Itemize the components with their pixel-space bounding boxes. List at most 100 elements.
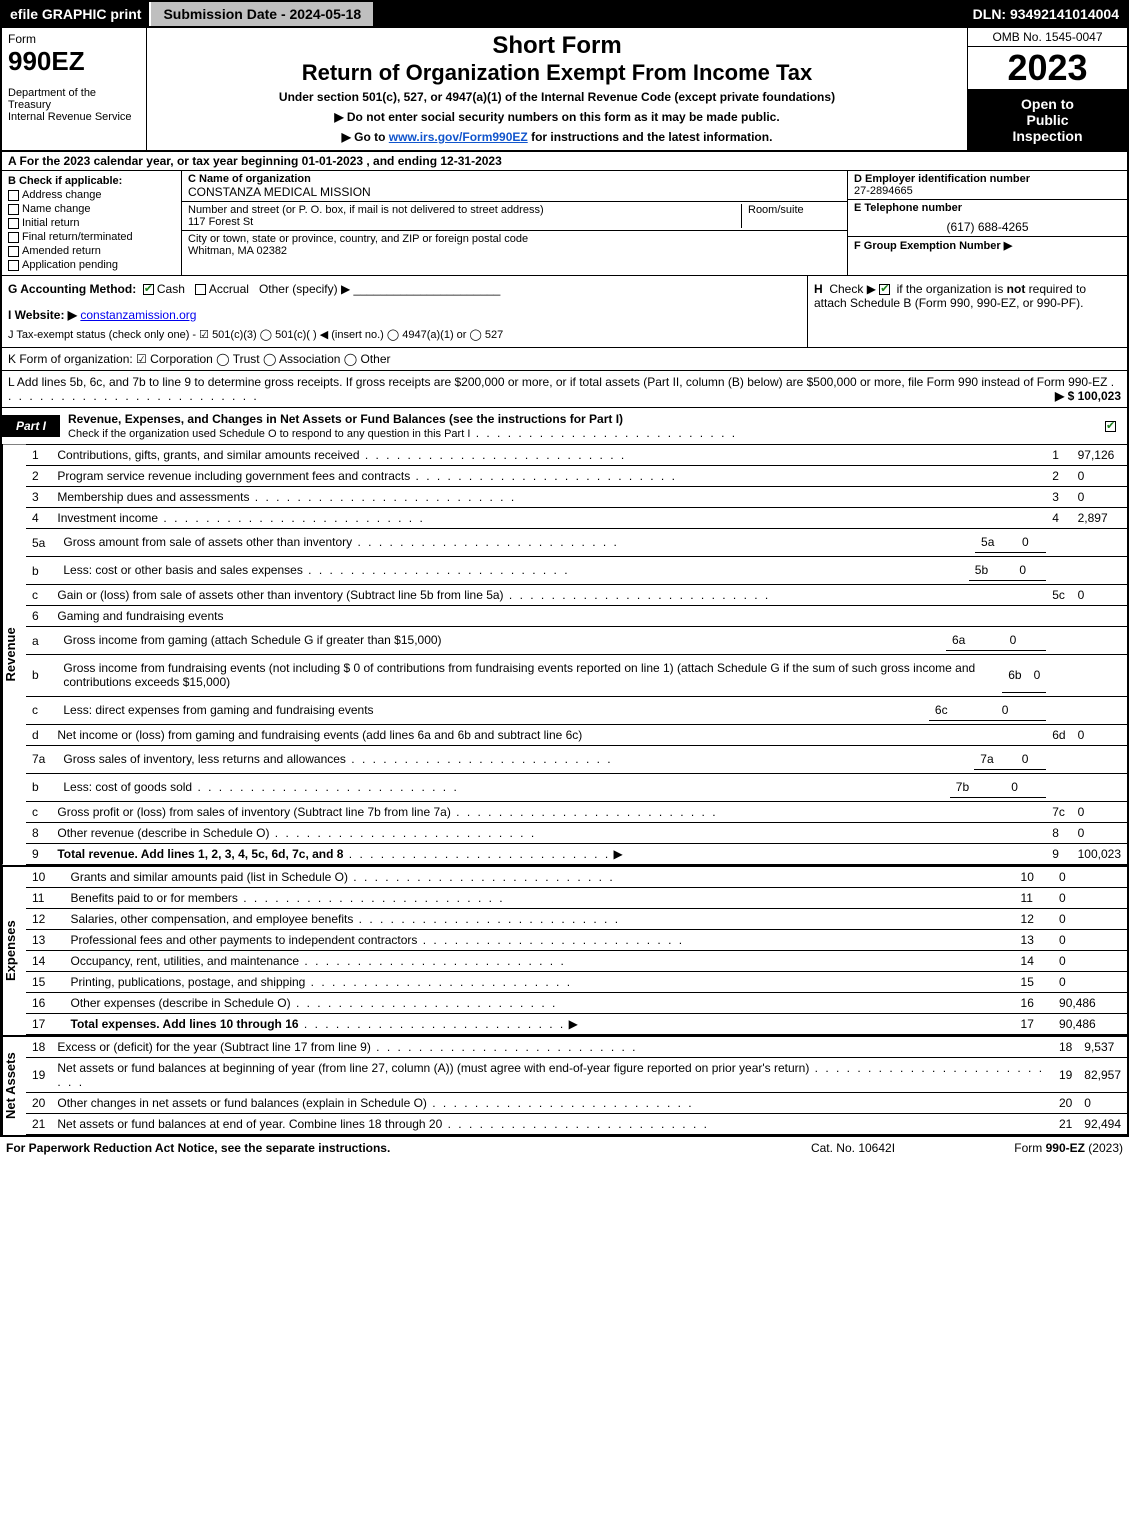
- section-h: H Check ▶ if the organization is not req…: [807, 276, 1127, 347]
- line-13: 13Professional fees and other payments t…: [26, 929, 1127, 950]
- org-street: 117 Forest St: [188, 216, 741, 228]
- form-word: Form: [8, 32, 140, 46]
- expenses-table: 10Grants and similar amounts paid (list …: [26, 867, 1127, 1035]
- dln-number: DLN: 93492141014004: [965, 2, 1127, 26]
- line-1: 1Contributions, gifts, grants, and simil…: [26, 445, 1127, 466]
- revenue-sidelabel: Revenue: [2, 445, 26, 865]
- line-2: 2Program service revenue including gover…: [26, 466, 1127, 487]
- part-1-sub: Check if the organization used Schedule …: [68, 428, 470, 440]
- line-8: 8Other revenue (describe in Schedule O)8…: [26, 822, 1127, 843]
- tax-year: 2023: [968, 47, 1127, 90]
- section-d: D Employer identification number 27-2894…: [848, 171, 1127, 200]
- c-street-label: Number and street (or P. O. box, if mail…: [188, 204, 741, 216]
- line-9: 9Total revenue. Add lines 1, 2, 3, 4, 5c…: [26, 843, 1127, 864]
- page-footer: For Paperwork Reduction Act Notice, see …: [0, 1137, 1129, 1159]
- open-to-public: Open to Public Inspection: [968, 90, 1127, 150]
- arrow-icon: ▶: [614, 847, 623, 861]
- line-7a: 7aGross sales of inventory, less returns…: [26, 745, 1127, 773]
- expenses-section: Expenses 10Grants and similar amounts pa…: [0, 867, 1129, 1037]
- line-21: 21Net assets or fund balances at end of …: [26, 1113, 1127, 1134]
- c-name-label: C Name of organization: [188, 173, 841, 185]
- org-name: CONSTANZA MEDICAL MISSION: [188, 185, 841, 199]
- cb-schedule-b[interactable]: [879, 284, 890, 295]
- ein-value: 27-2894665: [854, 185, 1121, 197]
- top-bar: efile GRAPHIC print Submission Date - 20…: [0, 0, 1129, 28]
- line-17: 17Total expenses. Add lines 10 through 1…: [26, 1013, 1127, 1034]
- c-city-row: City or town, state or province, country…: [182, 231, 847, 259]
- line-12: 12Salaries, other compensation, and empl…: [26, 908, 1127, 929]
- e-label: E Telephone number: [854, 202, 1121, 214]
- line-6a: aGross income from gaming (attach Schedu…: [26, 627, 1127, 655]
- title-short-form: Short Form: [153, 32, 961, 60]
- section-k: K Form of organization: ☑ Corporation ◯ …: [0, 348, 1129, 371]
- line-10: 10Grants and similar amounts paid (list …: [26, 867, 1127, 888]
- room-suite-label: Room/suite: [741, 204, 841, 228]
- cb-name-change[interactable]: Name change: [8, 203, 175, 215]
- info-grid: B Check if applicable: Address change Na…: [0, 171, 1129, 276]
- line-4: 4Investment income42,897: [26, 508, 1127, 529]
- cb-accrual[interactable]: [195, 284, 206, 295]
- phone-value: (617) 688-4265: [854, 214, 1121, 234]
- line-5b: bLess: cost or other basis and sales exp…: [26, 557, 1127, 585]
- line-7b: bLess: cost of goods sold7b0: [26, 773, 1127, 801]
- section-b: B Check if applicable: Address change Na…: [2, 171, 182, 275]
- line-15: 15Printing, publications, postage, and s…: [26, 971, 1127, 992]
- netassets-sidelabel: Net Assets: [2, 1037, 26, 1135]
- revenue-section: Revenue 1Contributions, gifts, grants, a…: [0, 445, 1129, 867]
- cb-final-return[interactable]: Final return/terminated: [8, 231, 175, 243]
- line-6b: bGross income from fundraising events (n…: [26, 655, 1127, 697]
- omb-number: OMB No. 1545-0047: [968, 28, 1127, 47]
- instruction-2: ▶ Go to www.irs.gov/Form990EZ for instru…: [153, 130, 961, 144]
- part-1-header: Part I Revenue, Expenses, and Changes in…: [0, 408, 1129, 445]
- line-5c: cGain or (loss) from sale of assets othe…: [26, 585, 1127, 606]
- section-c: C Name of organization CONSTANZA MEDICAL…: [182, 171, 847, 275]
- f-label: F Group Exemption Number ▶: [854, 240, 1012, 252]
- footer-paperwork: For Paperwork Reduction Act Notice, see …: [6, 1141, 763, 1155]
- cb-cash[interactable]: [143, 284, 154, 295]
- title-return: Return of Organization Exempt From Incom…: [153, 60, 961, 86]
- c-name-row: C Name of organization CONSTANZA MEDICAL…: [182, 171, 847, 202]
- h-text: H Check ▶ if the organization is not req…: [814, 282, 1121, 310]
- header-left: Form 990EZ Department of the Treasury In…: [2, 28, 147, 150]
- inst2-post: for instructions and the latest informat…: [528, 130, 773, 144]
- section-def: D Employer identification number 27-2894…: [847, 171, 1127, 275]
- revenue-table: 1Contributions, gifts, grants, and simil…: [26, 445, 1127, 865]
- cb-amended-return[interactable]: Amended return: [8, 245, 175, 257]
- line-20: 20Other changes in net assets or fund ba…: [26, 1092, 1127, 1113]
- org-city: Whitman, MA 02382: [188, 245, 841, 257]
- l-amount: ▶ $ 100,023: [1055, 389, 1121, 403]
- header-right: OMB No. 1545-0047 2023 Open to Public In…: [967, 28, 1127, 150]
- line-6c: cLess: direct expenses from gaming and f…: [26, 696, 1127, 724]
- section-f: F Group Exemption Number ▶: [848, 237, 1127, 254]
- form-number: 990EZ: [8, 46, 140, 77]
- section-j: J Tax-exempt status (check only one) - ☑…: [8, 328, 801, 341]
- section-e: E Telephone number (617) 688-4265: [848, 200, 1127, 237]
- section-a-tax-year: A For the 2023 calendar year, or tax yea…: [0, 152, 1129, 171]
- arrow-icon: ▶: [569, 1017, 578, 1031]
- line-11: 11Benefits paid to or for members110: [26, 887, 1127, 908]
- g-other: Other (specify) ▶: [259, 282, 350, 296]
- c-street-row: Number and street (or P. O. box, if mail…: [182, 202, 847, 231]
- footer-formref: Form 990-EZ (2023): [943, 1141, 1123, 1155]
- line-18: 18Excess or (deficit) for the year (Subt…: [26, 1037, 1127, 1058]
- line-16: 16Other expenses (describe in Schedule O…: [26, 992, 1127, 1013]
- line-19: 19Net assets or fund balances at beginni…: [26, 1057, 1127, 1092]
- cb-application-pending[interactable]: Application pending: [8, 259, 175, 271]
- website-link[interactable]: constanzamission.org: [80, 308, 196, 322]
- i-label: I Website: ▶: [8, 308, 77, 322]
- g-label: G Accounting Method:: [8, 282, 136, 296]
- cb-schedule-o[interactable]: [1105, 421, 1116, 432]
- line-6d: dNet income or (loss) from gaming and fu…: [26, 724, 1127, 745]
- cb-address-change[interactable]: Address change: [8, 189, 175, 201]
- efile-graphic-print-button[interactable]: efile GRAPHIC print: [2, 2, 151, 26]
- cb-initial-return[interactable]: Initial return: [8, 217, 175, 229]
- form-header: Form 990EZ Department of the Treasury In…: [0, 28, 1129, 152]
- irs-link[interactable]: www.irs.gov/Form990EZ: [389, 130, 528, 144]
- instruction-1: ▶ Do not enter social security numbers o…: [153, 110, 961, 124]
- line-6: 6Gaming and fundraising events: [26, 606, 1127, 627]
- subtitle: Under section 501(c), 527, or 4947(a)(1)…: [153, 90, 961, 104]
- line-5a: 5aGross amount from sale of assets other…: [26, 529, 1127, 557]
- g-cash: Cash: [157, 282, 185, 296]
- inst2-pre: ▶ Go to: [342, 130, 389, 144]
- submission-date: Submission Date - 2024-05-18: [151, 2, 373, 26]
